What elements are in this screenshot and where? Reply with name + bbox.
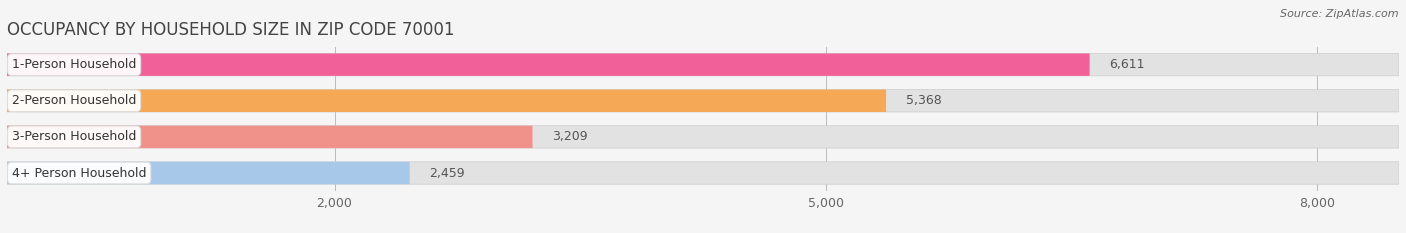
Text: 6,611: 6,611 bbox=[1109, 58, 1144, 71]
FancyBboxPatch shape bbox=[7, 89, 886, 112]
Text: 2,459: 2,459 bbox=[429, 167, 465, 179]
FancyBboxPatch shape bbox=[7, 53, 1090, 76]
FancyBboxPatch shape bbox=[7, 126, 533, 148]
Text: 3,209: 3,209 bbox=[553, 130, 588, 143]
Text: 3-Person Household: 3-Person Household bbox=[11, 130, 136, 143]
Text: Source: ZipAtlas.com: Source: ZipAtlas.com bbox=[1281, 9, 1399, 19]
FancyBboxPatch shape bbox=[7, 89, 1399, 112]
FancyBboxPatch shape bbox=[7, 162, 409, 184]
Text: 5,368: 5,368 bbox=[905, 94, 942, 107]
Text: 4+ Person Household: 4+ Person Household bbox=[11, 167, 146, 179]
FancyBboxPatch shape bbox=[7, 53, 1399, 76]
Text: OCCUPANCY BY HOUSEHOLD SIZE IN ZIP CODE 70001: OCCUPANCY BY HOUSEHOLD SIZE IN ZIP CODE … bbox=[7, 21, 454, 39]
FancyBboxPatch shape bbox=[7, 162, 1399, 184]
Text: 2-Person Household: 2-Person Household bbox=[11, 94, 136, 107]
Text: 1-Person Household: 1-Person Household bbox=[11, 58, 136, 71]
FancyBboxPatch shape bbox=[7, 126, 1399, 148]
